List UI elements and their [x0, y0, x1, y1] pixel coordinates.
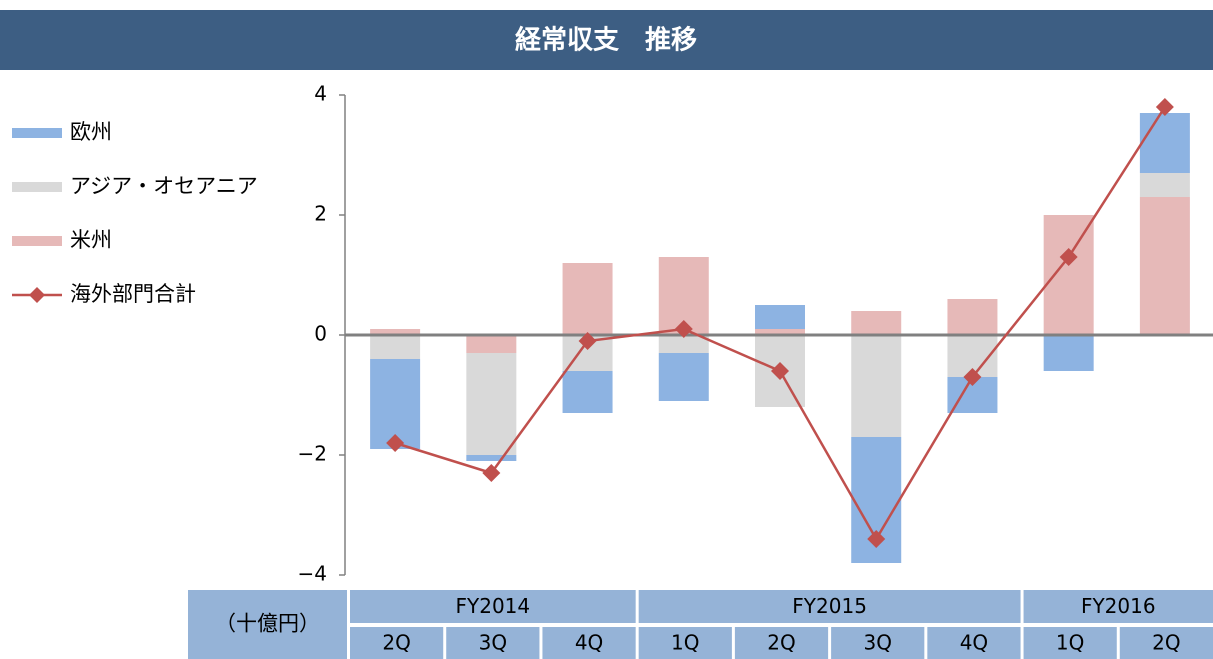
bar-segment: [466, 335, 517, 353]
category-cell: [446, 627, 540, 659]
bar-segment: [658, 353, 709, 401]
bar-segment: [851, 335, 902, 437]
x-tick-label: 4Q: [960, 631, 988, 655]
bar-segment: [370, 329, 421, 335]
x-tick-label: 2Q: [382, 631, 410, 655]
chart-title: 経常収支 推移: [515, 25, 697, 56]
bar-segment: [658, 335, 709, 353]
x-tick-label: 1Q: [671, 631, 699, 655]
legend-marker: [29, 287, 45, 303]
bar-segment: [1139, 173, 1190, 197]
bar-segment: [755, 305, 805, 329]
bar-segment: [947, 299, 998, 335]
total-marker: [674, 320, 693, 338]
title-bar: [0, 10, 1213, 70]
bar-segment: [370, 335, 421, 359]
total-marker: [482, 464, 501, 482]
bar-segment: [562, 371, 613, 413]
y-tick-label: 0: [314, 322, 327, 346]
legend-swatch: [12, 236, 62, 246]
x-tick-label: 3Q: [863, 631, 891, 655]
total-marker: [1155, 98, 1174, 116]
legend-label: 米州: [70, 228, 112, 252]
total-marker: [578, 332, 597, 350]
group-label: FY2015: [792, 594, 867, 618]
legend-swatch: [12, 128, 62, 138]
bar-segment: [851, 311, 902, 335]
bar-segment: [1139, 113, 1190, 173]
category-cell: [542, 627, 636, 659]
total-marker: [867, 530, 886, 548]
x-tick-label: 4Q: [575, 631, 603, 655]
group-cell: [638, 590, 1021, 623]
x-tick-label: 1Q: [1056, 631, 1084, 655]
bar-segment: [1043, 335, 1094, 371]
legend-label: 欧州: [70, 120, 112, 144]
y-tick-label: −4: [298, 562, 327, 586]
bar-segment: [1043, 215, 1094, 335]
category-cell: [927, 627, 1021, 659]
group-label: FY2016: [1081, 594, 1156, 618]
y-tick-label: −2: [298, 442, 327, 466]
total-marker: [771, 362, 789, 380]
unit-label: （十億円）: [215, 612, 320, 636]
total-marker: [1059, 248, 1078, 266]
category-cell: [350, 627, 444, 659]
total-marker: [386, 434, 405, 452]
y-tick-label: 4: [314, 82, 327, 106]
category-cell: [1023, 627, 1117, 659]
x-tick-label: 2Q: [767, 631, 795, 655]
legend-swatch: [12, 182, 62, 192]
bar-segment: [1139, 197, 1190, 335]
total-marker: [963, 368, 982, 386]
y-tick-label: 2: [314, 202, 327, 226]
x-tick-label: 3Q: [479, 631, 507, 655]
category-cell: [1119, 627, 1213, 659]
category-cell: [831, 627, 925, 659]
bar-segment: [755, 329, 805, 335]
category-cell: [638, 627, 732, 659]
unit-cell: [188, 590, 347, 659]
bar-segment: [562, 263, 613, 335]
group-label: FY2014: [456, 594, 531, 618]
group-cell: [1023, 590, 1213, 623]
x-tick-label: 2Q: [1152, 631, 1180, 655]
bar-segment: [466, 353, 517, 455]
category-cell: [734, 627, 829, 659]
group-cell: [350, 590, 636, 623]
legend-label: アジア・オセアニア: [70, 174, 258, 198]
bar-segment: [466, 455, 517, 461]
legend-label: 海外部門合計: [70, 282, 196, 306]
